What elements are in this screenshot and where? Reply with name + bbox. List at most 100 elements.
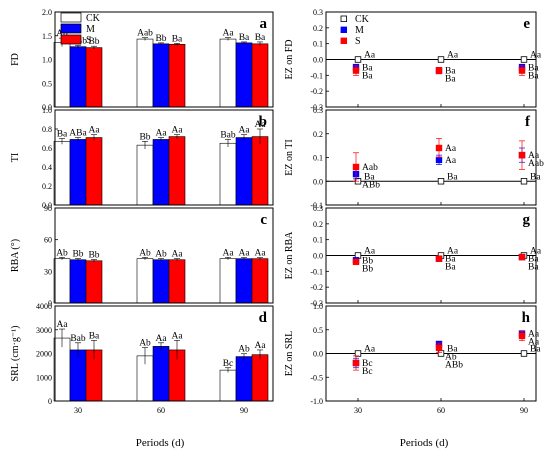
y-tick-label: 0.3 bbox=[313, 106, 323, 115]
point-s bbox=[435, 255, 443, 262]
x-axis-title-right: Periods (d) bbox=[400, 437, 449, 449]
legend-marker-s bbox=[340, 37, 347, 44]
significance-label: Ba bbox=[447, 345, 458, 355]
y-tick-label: 0.0 bbox=[313, 56, 323, 65]
bar-ck bbox=[219, 38, 237, 108]
y-tick-label: -0.1 bbox=[310, 267, 323, 276]
y-tick-label: -1.0 bbox=[310, 397, 323, 406]
significance-label: Aa bbox=[155, 334, 167, 344]
y-tick-label: 30 bbox=[44, 267, 52, 276]
point-s bbox=[518, 67, 526, 74]
y-tick-label: 2000 bbox=[36, 350, 52, 359]
significance-label: Aa bbox=[222, 29, 234, 39]
bar-m bbox=[235, 258, 253, 304]
bar-s bbox=[251, 43, 269, 108]
point-s bbox=[518, 332, 526, 340]
panel-c: 0 30 60 90 Ab Ab Aa Bb Ab Aa Bb Aa Aa c RBA (°) bbox=[10, 204, 274, 308]
point-ck bbox=[520, 350, 528, 357]
significance-label: Ba bbox=[362, 71, 373, 81]
plot-frame bbox=[325, 109, 537, 206]
bar-s bbox=[85, 137, 103, 206]
y-axis-title: FD bbox=[10, 53, 21, 66]
point-ck bbox=[437, 56, 445, 63]
bar-ck bbox=[219, 142, 237, 206]
significance-label: Aa bbox=[447, 247, 459, 257]
plot-frame bbox=[325, 11, 537, 108]
bar-m bbox=[69, 259, 87, 304]
significance-label: Ba bbox=[528, 255, 539, 265]
point-s bbox=[518, 253, 526, 261]
x-tick-label: 60 bbox=[437, 406, 445, 415]
y-tick-label: 0.2 bbox=[42, 182, 52, 191]
y-tick-label: 0.2 bbox=[313, 24, 323, 33]
significance-label: Ba bbox=[239, 33, 250, 43]
significance-label: ABb bbox=[445, 361, 463, 371]
significance-label: Bb bbox=[139, 132, 150, 142]
significance-label: Aa bbox=[447, 51, 459, 61]
significance-label: Ab bbox=[445, 353, 457, 363]
significance-label: Ba bbox=[89, 331, 100, 341]
significance-label: Aa bbox=[528, 151, 540, 161]
y-tick-label: 0.0 bbox=[313, 252, 323, 261]
significance-label: Bb bbox=[88, 37, 99, 47]
bar-ck bbox=[136, 258, 154, 304]
y-axis-title: EZ on RBA bbox=[284, 231, 295, 280]
bar-m bbox=[152, 259, 170, 304]
y-tick-label: 0.5 bbox=[42, 79, 52, 88]
significance-label: Aa bbox=[171, 331, 183, 341]
y-tick-label: 1.5 bbox=[42, 32, 52, 41]
legend-swatch-ck bbox=[60, 12, 82, 23]
x-tick-label: 30 bbox=[354, 406, 362, 415]
plot-frame bbox=[325, 305, 537, 402]
significance-label: Aa bbox=[238, 249, 250, 259]
legend-marker-ck bbox=[340, 15, 347, 22]
significance-label: Aa bbox=[364, 345, 376, 355]
plot-frame bbox=[325, 207, 537, 304]
bar-ck bbox=[219, 369, 237, 402]
bar-ck bbox=[219, 258, 237, 304]
y-tick-label: 0.2 bbox=[313, 220, 323, 229]
significance-label: Aa bbox=[171, 126, 183, 136]
significance-label: Ab bbox=[155, 250, 167, 260]
bar-s bbox=[168, 136, 186, 206]
panel-label: f bbox=[525, 114, 531, 130]
y-tick-label: 1.0 bbox=[42, 106, 52, 115]
significance-label: Aab bbox=[137, 29, 153, 39]
y-tick-label: 0.1 bbox=[313, 236, 323, 245]
y-axis-title: RBA (°) bbox=[10, 239, 21, 272]
legend-marker-m bbox=[340, 26, 347, 33]
legend-label: M bbox=[86, 24, 95, 35]
bar-m bbox=[152, 43, 170, 108]
significance-label: Aa bbox=[445, 156, 457, 166]
significance-label: Aa bbox=[445, 144, 457, 154]
y-axis-title: EZ on TI bbox=[284, 139, 295, 175]
y-tick-label: 0.5 bbox=[313, 326, 323, 335]
panel-label: g bbox=[523, 212, 531, 228]
legend-swatch-s bbox=[60, 34, 82, 45]
y-tick-label: -0.1 bbox=[310, 201, 323, 210]
significance-label: Aa bbox=[238, 126, 250, 136]
y-tick-label: 0.0 bbox=[313, 177, 323, 186]
significance-label: Bc bbox=[362, 367, 373, 377]
significance-label: Ba bbox=[255, 33, 266, 43]
bar-m bbox=[69, 349, 87, 402]
point-ck bbox=[437, 178, 445, 185]
legend-label: S bbox=[355, 36, 361, 47]
bar-s bbox=[168, 259, 186, 304]
y-tick-label: 0.8 bbox=[42, 125, 52, 134]
y-tick-label: 60 bbox=[44, 236, 52, 245]
significance-label: Ba bbox=[445, 255, 456, 265]
point-s bbox=[352, 258, 360, 266]
bar-ck bbox=[53, 258, 71, 304]
point-s bbox=[435, 144, 443, 152]
x-tick-label: 90 bbox=[240, 406, 248, 415]
y-tick-label: 0.1 bbox=[313, 154, 323, 163]
plot-frame bbox=[54, 109, 274, 206]
y-tick-label: 1000 bbox=[36, 373, 52, 382]
point-s bbox=[352, 67, 360, 74]
panel-label: b bbox=[259, 114, 267, 130]
significance-label: ABb bbox=[362, 180, 380, 190]
